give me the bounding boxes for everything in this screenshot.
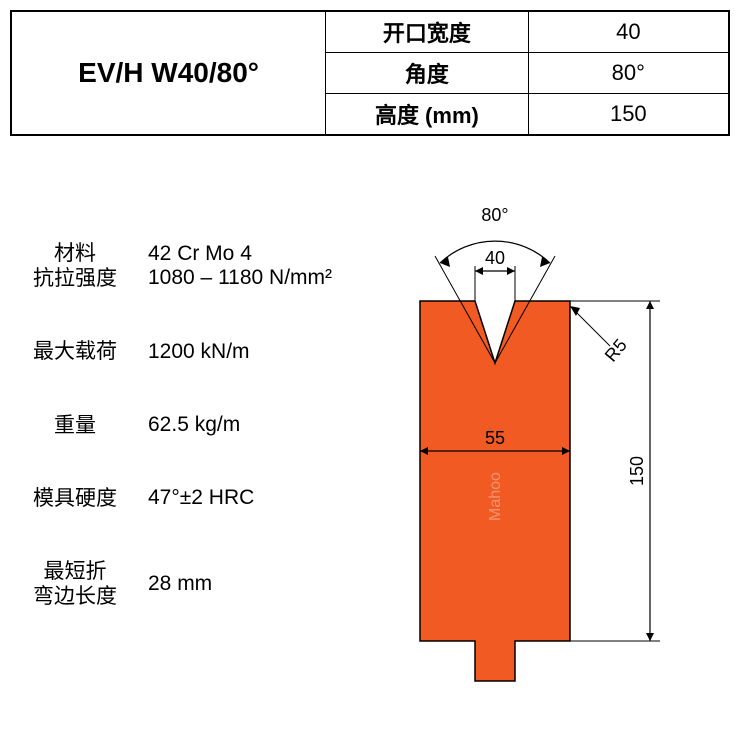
hdr-val-2: 150: [528, 94, 729, 136]
hdr-val-0: 40: [528, 11, 729, 53]
product-title: EV/H W40/80°: [11, 11, 326, 135]
spec-value-1: 1200 kN/m: [148, 340, 250, 364]
spec-row: 最大载荷 1200 kN/m: [10, 339, 380, 364]
hdr-label-0: 开口宽度: [326, 11, 529, 53]
hdr-label-1: 角度: [326, 53, 529, 94]
spec-label-4: 最短折弯边长度: [10, 559, 140, 609]
spec-label-0: 材料抗拉强度: [10, 241, 140, 291]
spec-value-3: 47°±2 HRC: [148, 486, 254, 510]
height-label: 150: [627, 456, 647, 486]
arrow-icon: [646, 301, 654, 309]
spec-value-0: 42 Cr Mo 41080 – 1180 N/mm²: [148, 242, 332, 290]
spec-label-2: 重量: [10, 413, 140, 438]
spec-label-3: 模具硬度: [10, 486, 140, 511]
specs-list: 材料抗拉强度 42 Cr Mo 41080 – 1180 N/mm² 最大载荷 …: [10, 171, 380, 731]
header-table: EV/H W40/80° 开口宽度 40 角度 80° 高度 (mm) 150: [10, 10, 730, 136]
width-label: 55: [485, 428, 505, 448]
spec-label-1: 最大载荷: [10, 339, 140, 364]
opening-label: 40: [485, 248, 505, 268]
angle-label: 80°: [481, 205, 508, 225]
content-area: 材料抗拉强度 42 Cr Mo 41080 – 1180 N/mm² 最大载荷 …: [10, 171, 740, 731]
hdr-val-1: 80°: [528, 53, 729, 94]
hdr-label-2: 高度 (mm): [326, 94, 529, 136]
die-diagram: 80° 40 55 150 R5 Mahoo: [380, 171, 740, 731]
arrow-icon: [646, 633, 654, 641]
spec-row: 最短折弯边长度 28 mm: [10, 559, 380, 609]
spec-row: 重量 62.5 kg/m: [10, 413, 380, 438]
spec-row: 材料抗拉强度 42 Cr Mo 41080 – 1180 N/mm²: [10, 241, 380, 291]
spec-value-2: 62.5 kg/m: [148, 413, 240, 437]
arrow-icon: [475, 267, 483, 275]
spec-value-4: 28 mm: [148, 572, 212, 596]
spec-row: 模具硬度 47°±2 HRC: [10, 486, 380, 511]
arrow-icon: [507, 267, 515, 275]
radius-label: R5: [601, 335, 631, 365]
watermark-text: Mahoo: [487, 472, 504, 521]
